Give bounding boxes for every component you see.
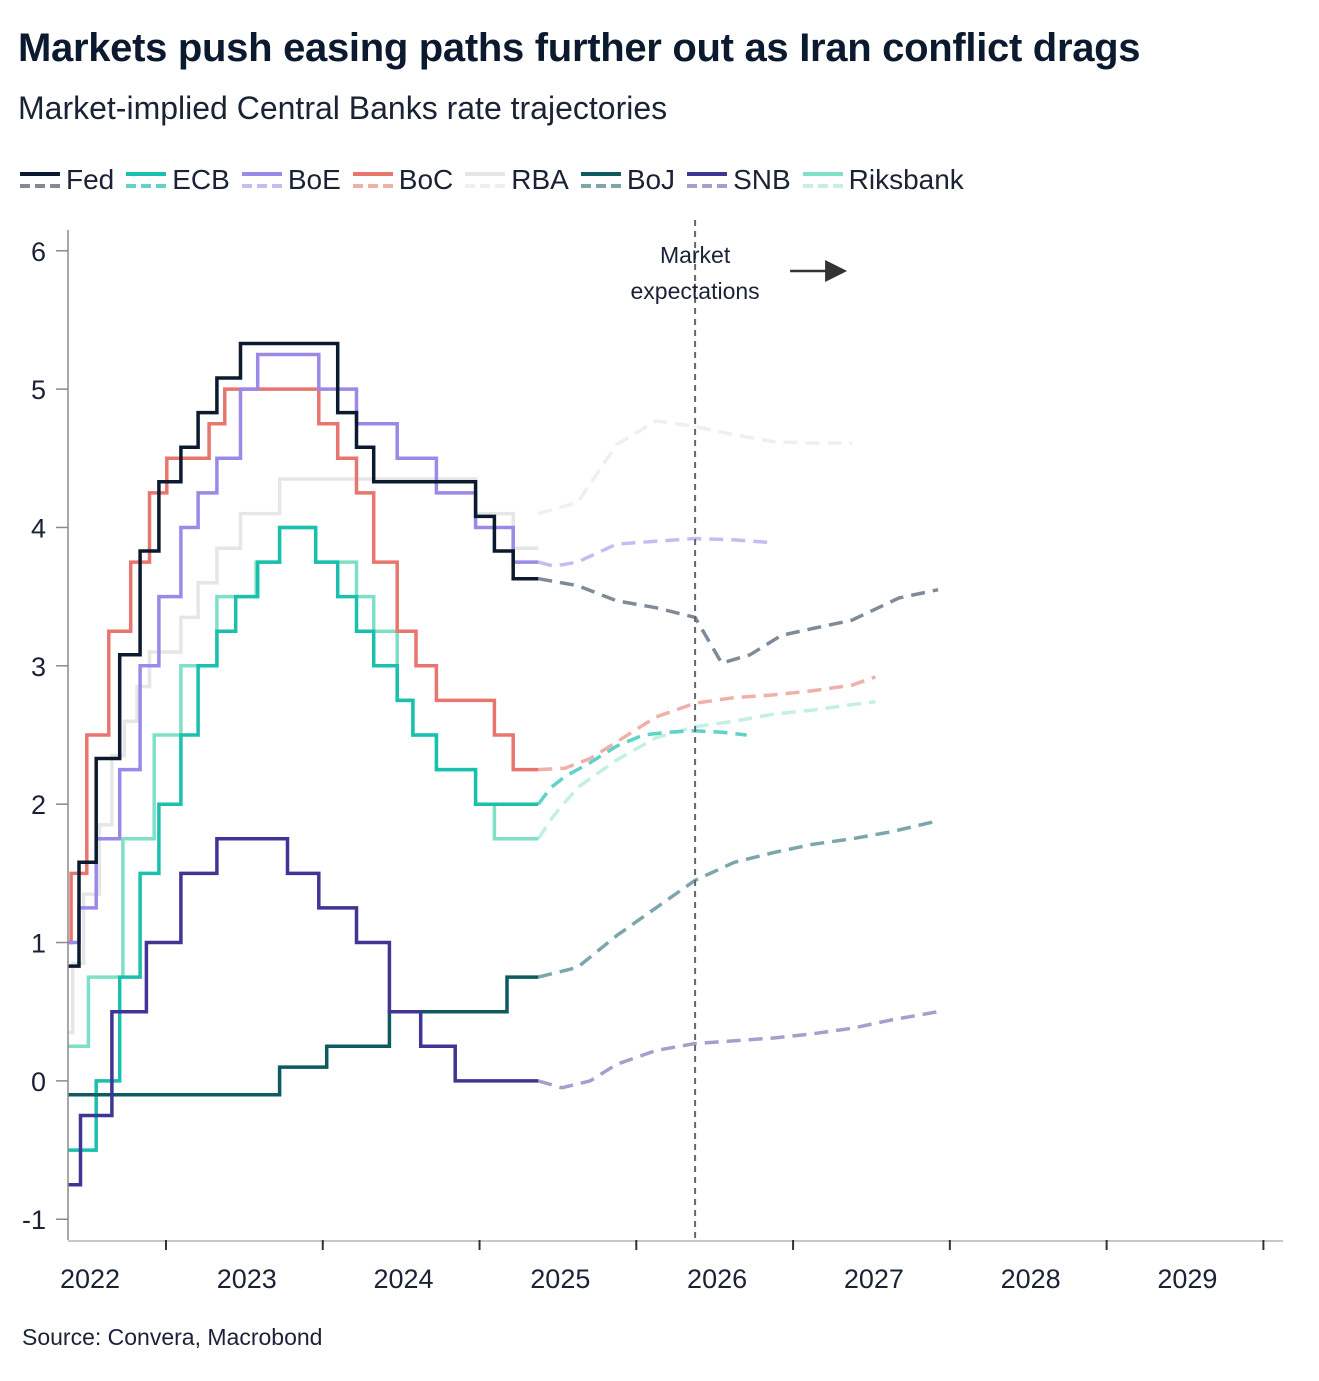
series-boj-actual bbox=[68, 975, 539, 1097]
legend-swatch bbox=[687, 172, 728, 188]
series-boc-actual bbox=[68, 387, 539, 945]
source-note: Source: Convera, Macrobond bbox=[22, 1324, 323, 1350]
x-tick-label: 2029 bbox=[1157, 1264, 1217, 1294]
legend-swatch bbox=[352, 172, 393, 188]
legend-label: RBA bbox=[511, 164, 569, 195]
legend-item-boc: BoC bbox=[351, 164, 453, 196]
series-ecb-actual bbox=[68, 525, 539, 1152]
x-tick-label: 2028 bbox=[1001, 1264, 1061, 1294]
legend-label: Riksbank bbox=[848, 164, 964, 195]
legend-swatch bbox=[580, 172, 621, 188]
legend-item-boe: BoE bbox=[240, 164, 341, 196]
y-tick-label: 6 bbox=[31, 237, 46, 267]
y-tick-label: 1 bbox=[31, 929, 46, 959]
chart-plot: -1 0 1 2 3 4 5 6 2022 2023 2024 2025 2026 2027 2028 202… bbox=[22, 220, 1283, 1294]
legend-swatch bbox=[241, 172, 282, 188]
annotation-text: Market bbox=[660, 242, 731, 268]
legend-label: ECB bbox=[172, 164, 230, 195]
y-tick-label: 0 bbox=[31, 1067, 46, 1097]
series-boc-expected bbox=[538, 675, 876, 772]
axes-layer: -1 0 1 2 3 4 5 6 2022 2023 2024 2025 2026 2027 2028 202… bbox=[22, 230, 1283, 1294]
legend-swatch bbox=[802, 172, 843, 188]
series-boe-actual bbox=[68, 352, 539, 945]
legend-label: SNB bbox=[733, 164, 791, 195]
y-tick-label: -1 bbox=[22, 1205, 46, 1235]
series-fed-actual bbox=[68, 341, 539, 968]
x-tick-label: 2023 bbox=[217, 1264, 277, 1294]
y-tick-label: 4 bbox=[31, 513, 46, 543]
x-tick-label: 2024 bbox=[374, 1264, 434, 1294]
annotation-arrow-icon bbox=[825, 260, 848, 282]
annotation-text: expectations bbox=[631, 278, 760, 304]
annotation-layer: Market expectations bbox=[631, 220, 848, 1241]
legend-item-snb: SNB bbox=[685, 164, 791, 196]
x-tick-label: 2027 bbox=[844, 1264, 904, 1294]
series-layer bbox=[68, 341, 939, 1187]
legend-item-riksbank: Riksbank bbox=[801, 164, 964, 196]
y-tick-label: 2 bbox=[31, 790, 46, 820]
chart-subtitle: Market-implied Central Banks rate trajec… bbox=[18, 90, 668, 126]
series-boe-expected bbox=[537, 536, 774, 568]
series-snb-expected bbox=[537, 1009, 939, 1090]
legend-swatch bbox=[465, 172, 506, 188]
y-tick-label: 5 bbox=[31, 375, 46, 405]
legend-item-boj: BoJ bbox=[579, 164, 675, 196]
legend: Fed ECB BoE BoC RBA BoJ SNB Riksbank bbox=[18, 160, 974, 200]
y-tick-label: 3 bbox=[31, 652, 46, 682]
x-tick-label: 2026 bbox=[687, 1264, 747, 1294]
series-snb-actual bbox=[68, 837, 539, 1187]
chart-title: Markets push easing paths further out as… bbox=[18, 26, 1141, 70]
legend-label: Fed bbox=[66, 164, 115, 195]
legend-item-ecb: ECB bbox=[124, 164, 230, 196]
series-riksbank-expected bbox=[536, 700, 876, 840]
legend-swatch bbox=[126, 172, 167, 188]
legend-item-rba: RBA bbox=[463, 164, 569, 196]
series-ecb-expected bbox=[536, 729, 747, 806]
legend-item-fed: Fed bbox=[18, 164, 114, 196]
x-tick-label: 2025 bbox=[530, 1264, 590, 1294]
x-tick-label: 2022 bbox=[60, 1264, 120, 1294]
series-fed-expected bbox=[537, 576, 939, 665]
legend-label: BoJ bbox=[626, 164, 676, 195]
legend-label: BoC bbox=[398, 164, 454, 195]
legend-swatch bbox=[20, 172, 60, 188]
legend-label: BoE bbox=[287, 164, 341, 195]
series-boj-expected bbox=[537, 819, 939, 979]
